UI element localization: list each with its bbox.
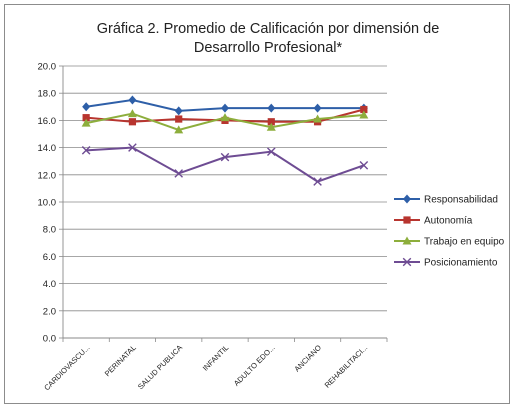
y-tick-label: 12.0 <box>38 170 57 181</box>
data-point <box>127 109 137 118</box>
series-3 <box>81 143 369 186</box>
y-tick-label: 20.0 <box>38 62 57 73</box>
legend-label: Posicionamiento <box>424 258 498 269</box>
axes <box>59 65 388 342</box>
legend-label: Trabajo en equipo <box>424 237 505 248</box>
legend-marker <box>402 236 412 245</box>
y-tick-label: 6.0 <box>43 252 56 263</box>
data-point <box>82 102 91 112</box>
chart-frame: Gráfica 2. Promedio de Calificación por … <box>4 4 510 404</box>
data-point <box>359 160 369 170</box>
y-tick-label: 14.0 <box>38 143 57 154</box>
data-point <box>220 113 230 122</box>
point-x-stroke <box>313 177 322 186</box>
x-tick-label: ADULTO EDO... <box>232 343 277 388</box>
chart-title-line-2: Desarrollo Profesional* <box>194 40 343 56</box>
x-tick-label: REHABILITACI... <box>323 343 370 390</box>
data-point <box>174 106 183 116</box>
data-point <box>266 147 276 156</box>
legend-label: Autonomía <box>424 216 473 227</box>
data-point <box>221 103 229 113</box>
data-point <box>174 169 184 178</box>
point-x-stroke <box>402 257 412 267</box>
y-tick-labels: 0.0 2.0 4.0 6.0 8.0 10.0 12.0 14.0 16.0 18.0 20.0 <box>38 62 57 345</box>
data-point <box>360 105 368 114</box>
data-point <box>313 103 322 113</box>
point-x-stroke <box>220 152 230 162</box>
y-tick-label: 10.0 <box>38 198 57 209</box>
y-tick-label: 2.0 <box>43 306 56 317</box>
line-chart: Gráfica 2. Promedio de Calificación por … <box>38 21 505 392</box>
data-point <box>267 103 276 113</box>
y-tick-label: 8.0 <box>43 225 56 236</box>
point-x-stroke <box>359 160 369 170</box>
y-tick-label: 4.0 <box>43 279 56 290</box>
y-tick-label: 0.0 <box>43 334 56 345</box>
y-tick-label: 18.0 <box>38 89 57 100</box>
data-point <box>128 143 137 152</box>
point-x-stroke <box>128 143 137 152</box>
legend-marker <box>402 257 412 267</box>
legend-marker <box>403 194 411 204</box>
data-point <box>81 146 91 155</box>
data-point <box>128 95 137 105</box>
data-point <box>175 115 183 123</box>
legend-marker <box>403 216 411 224</box>
series-2 <box>81 109 369 134</box>
chart-title-line-1: Gráfica 2. Promedio de Calificación por … <box>97 21 440 37</box>
data-point <box>174 125 184 134</box>
data-point <box>266 122 276 131</box>
x-tick-label: SALUD PUBLICA <box>136 343 184 391</box>
series-line <box>86 146 365 183</box>
legend-item-0: Responsabilidad <box>394 194 498 206</box>
y-tick-label: 16.0 <box>38 116 57 127</box>
legend-item-1: Autonomía <box>394 216 473 227</box>
data-point <box>359 110 369 119</box>
x-tick-label: PERINATAL <box>103 343 138 378</box>
data-point <box>220 152 230 162</box>
data-point <box>267 118 275 126</box>
series-lines <box>81 95 369 186</box>
data-point <box>81 118 91 127</box>
series-0 <box>82 95 368 116</box>
legend: Responsabilidad Autonomía Trabajo en equip… <box>394 194 505 269</box>
data-point <box>313 177 322 186</box>
x-tick-label: ANCIANO <box>292 343 323 374</box>
point-x-stroke <box>266 147 276 156</box>
legend-label: Responsabilidad <box>424 195 498 206</box>
legend-item-3: Posicionamiento <box>394 258 498 269</box>
data-point <box>313 114 323 123</box>
point-x-stroke <box>174 169 184 178</box>
data-point <box>128 118 137 126</box>
x-tick-label: INFANTIL <box>201 343 231 373</box>
x-tick-label: CARDIOVASCU... <box>42 343 91 392</box>
data-point <box>82 114 90 122</box>
point-x-stroke <box>81 146 91 155</box>
legend-item-2: Trabajo en equipo <box>394 236 505 248</box>
